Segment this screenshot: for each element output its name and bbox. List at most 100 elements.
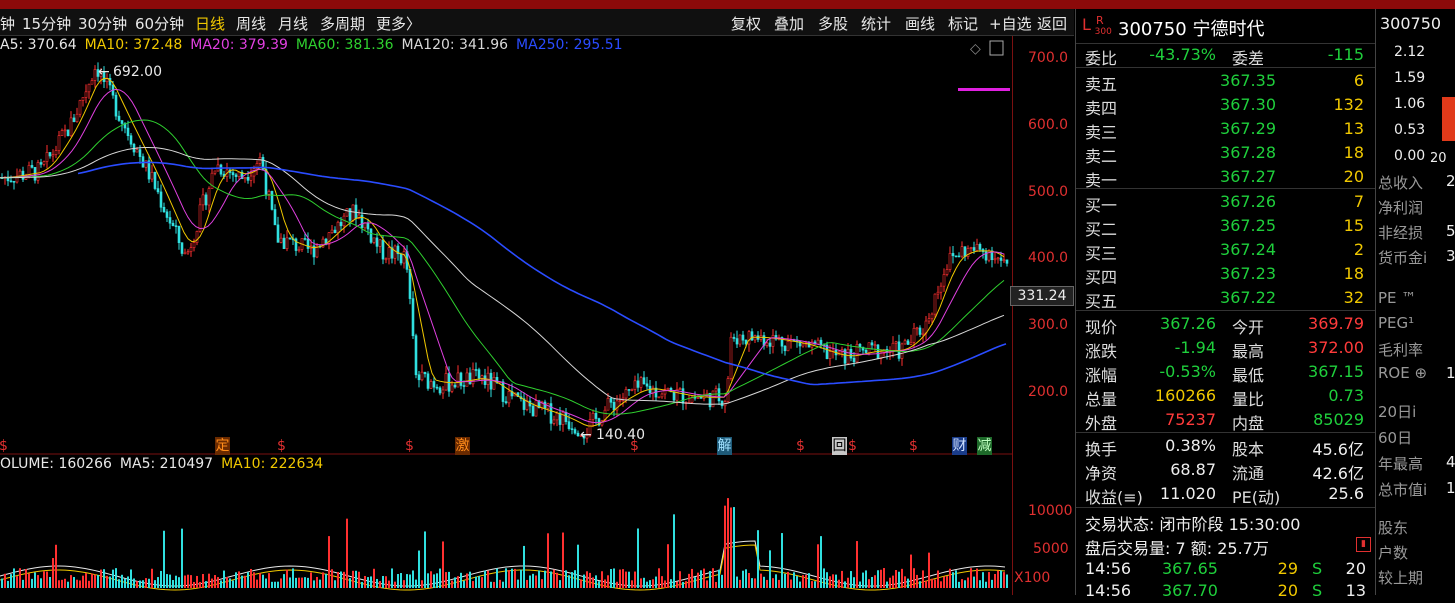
side-item[interactable]: 较上期 — [1376, 567, 1455, 589]
side-item[interactable]: 货币金i 3 — [1376, 247, 1455, 269]
side-item[interactable]: PE ™ — [1376, 289, 1455, 311]
diamond-icon[interactable]: ◇ — [970, 41, 981, 57]
restore-rights-button[interactable]: 复权 — [731, 15, 762, 33]
candle-body — [939, 285, 943, 293]
volume-bar — [7, 580, 9, 588]
overlay-button[interactable]: 叠加 — [774, 15, 805, 33]
event-marker[interactable]: $ — [0, 438, 8, 454]
period-60min-tab[interactable]: 60分钟 — [135, 15, 185, 33]
candle-body — [42, 161, 46, 165]
multi-stock-button[interactable]: 多股 — [818, 15, 849, 33]
volume-bar — [928, 552, 930, 588]
volume-bar — [574, 570, 576, 588]
event-marker[interactable]: $ — [909, 438, 918, 454]
candle-body — [960, 246, 964, 257]
volume-bar — [328, 536, 330, 588]
candle-body — [414, 335, 418, 376]
volume-bar — [853, 577, 855, 588]
ask-label: 卖五 — [1085, 75, 1118, 94]
side-item[interactable]: PEG¹ — [1376, 314, 1455, 336]
volume-bar — [826, 572, 828, 588]
period-weekly-tab[interactable]: 周线 — [236, 15, 267, 33]
chart-icon[interactable]: ▮ — [1356, 537, 1371, 552]
volume-bar — [304, 577, 306, 588]
event-marker[interactable]: $ — [796, 438, 805, 454]
volume-bar — [844, 581, 846, 588]
candle-body — [180, 242, 184, 254]
back-button[interactable]: 返回 — [1037, 15, 1068, 33]
event-marker[interactable]: 财 — [952, 437, 967, 455]
volume-bar — [217, 577, 219, 588]
candle-body — [456, 372, 460, 388]
event-marker[interactable]: $ — [848, 438, 857, 454]
volume-bar — [67, 581, 69, 588]
volume-bar — [727, 498, 729, 588]
fund-value: 68.87 — [1170, 460, 1216, 479]
draw-line-button[interactable]: 画线 — [905, 15, 936, 33]
side-item[interactable]: ROE ⊕ 1 — [1376, 364, 1455, 386]
volume-bar — [805, 574, 807, 588]
candle-body — [768, 342, 772, 347]
period-15min-tab[interactable]: 15分钟 — [22, 15, 72, 33]
volume-bar — [163, 530, 165, 588]
event-marker[interactable]: 减 — [977, 437, 992, 455]
volume-bar — [814, 581, 816, 588]
candle-body — [96, 69, 100, 77]
fund-row: 净资 68.87 流通 42.6亿 — [1076, 458, 1376, 483]
candle-body — [327, 232, 331, 245]
candle-body — [708, 392, 712, 408]
mark-button[interactable]: 标记 — [948, 15, 979, 33]
volume-bar — [277, 581, 279, 588]
tick-count: 20 — [1345, 559, 1366, 578]
statistics-button[interactable]: 统计 — [861, 15, 892, 33]
side-item[interactable]: 60日 — [1376, 427, 1455, 449]
bid-row: 买五 367.22 32 — [1076, 286, 1376, 311]
volume-bar — [421, 580, 423, 588]
side-item[interactable]: 户数 — [1376, 542, 1455, 564]
volume-bar — [274, 581, 276, 588]
event-marker[interactable]: 解 — [717, 437, 732, 455]
range-indicator — [958, 88, 1010, 91]
volume-bar — [847, 577, 849, 588]
period-30min-tab[interactable]: 30分钟 — [78, 15, 128, 33]
volume-bar — [139, 580, 141, 588]
add-watchlist-button[interactable]: +自选 — [989, 15, 1032, 33]
side-item[interactable]: 总收入 2 — [1376, 172, 1455, 194]
volume-bar — [688, 573, 690, 588]
event-marker[interactable]: 定 — [215, 437, 230, 455]
volume-bar — [40, 578, 42, 588]
side-item[interactable]: 股东 — [1376, 517, 1455, 539]
candle-body — [603, 409, 607, 422]
candle-body — [12, 181, 16, 183]
kline-chart[interactable]: ◇ 692.00 ← ← 140.40 — [0, 36, 1012, 595]
period-minute-tab[interactable]: 钟 — [0, 15, 16, 33]
period-monthly-tab[interactable]: 月线 — [278, 15, 309, 33]
multi-period-tab[interactable]: 多周期 — [320, 15, 366, 33]
event-marker[interactable]: 激 — [455, 437, 470, 455]
side-item[interactable]: 20日i — [1376, 401, 1455, 423]
side-item[interactable]: 净利润 — [1376, 197, 1455, 219]
candle-body — [102, 71, 106, 83]
more-menu[interactable]: 更多〉 — [376, 15, 422, 33]
event-marker[interactable]: $ — [277, 438, 286, 454]
candle-body — [399, 253, 403, 264]
side-item[interactable]: 年最高 4 — [1376, 453, 1455, 475]
volume-bar — [733, 507, 735, 588]
volume-bar — [250, 568, 252, 588]
volume-bar — [895, 570, 897, 588]
panel-toggle-icon[interactable] — [989, 40, 1004, 56]
volume-bar — [142, 580, 144, 588]
event-marker[interactable]: $ — [630, 438, 639, 454]
last-price-tag: 331.24 — [1010, 286, 1074, 306]
event-marker[interactable]: $ — [405, 438, 414, 454]
candle-body — [996, 257, 1000, 260]
event-marker[interactable]: 回 — [832, 437, 847, 455]
side-item[interactable]: 非经损 5 — [1376, 222, 1455, 244]
side-item[interactable]: 总市值i 16 — [1376, 479, 1455, 501]
volume-bar — [682, 581, 684, 588]
stat-value: 160266 — [1154, 386, 1216, 405]
side-item[interactable]: 毛利率 — [1376, 339, 1455, 361]
period-daily-tab[interactable]: 日线 — [195, 15, 226, 33]
candle-body — [354, 204, 358, 219]
candle-body — [852, 357, 856, 363]
